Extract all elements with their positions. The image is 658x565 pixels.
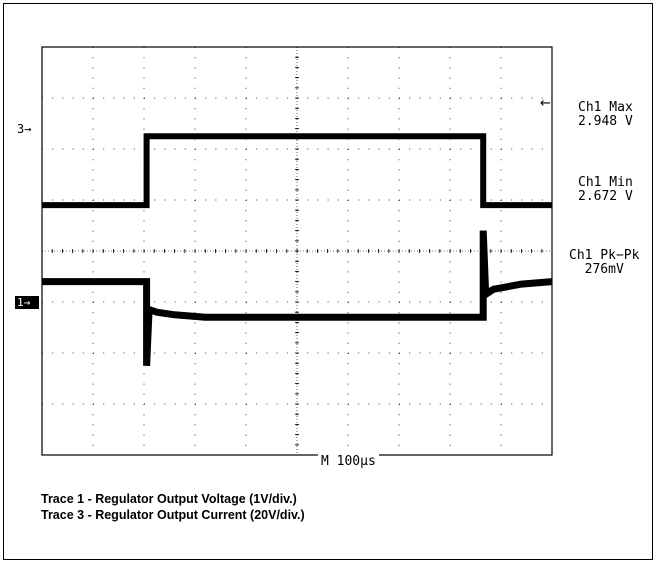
readout-label: Ch1 Max (578, 100, 633, 115)
channel-1-marker: 1→ (15, 296, 39, 309)
readout-ch1-min: Ch1 Min 2.672 V (578, 176, 633, 204)
caption-trace-3: Trace 3 - Regulator Output Current (20V/… (41, 508, 305, 522)
readout-value: 2.672 V (578, 189, 633, 204)
readout-ch1-pkpk: Ch1 Pk−Pk 276mV (569, 249, 639, 277)
channel-3-marker: 3→ (17, 122, 32, 136)
readout-value: 276mV (584, 262, 624, 277)
max-level-arrow: ← (540, 96, 551, 111)
trace-3-line (42, 133, 552, 209)
traces (42, 133, 553, 366)
trace-1-line (42, 230, 553, 366)
readout-value: 2.948 V (578, 114, 633, 129)
graticule (41, 46, 553, 456)
readout-ch1-max: Ch1 Max 2.948 V (578, 101, 633, 129)
readout-label: Ch1 Pk−Pk (569, 248, 640, 263)
readout-label: Ch1 Min (578, 175, 633, 190)
timebase-label: M 100µs (318, 454, 379, 469)
caption-trace-1: Trace 1 - Regulator Output Voltage (1V/d… (41, 492, 297, 506)
